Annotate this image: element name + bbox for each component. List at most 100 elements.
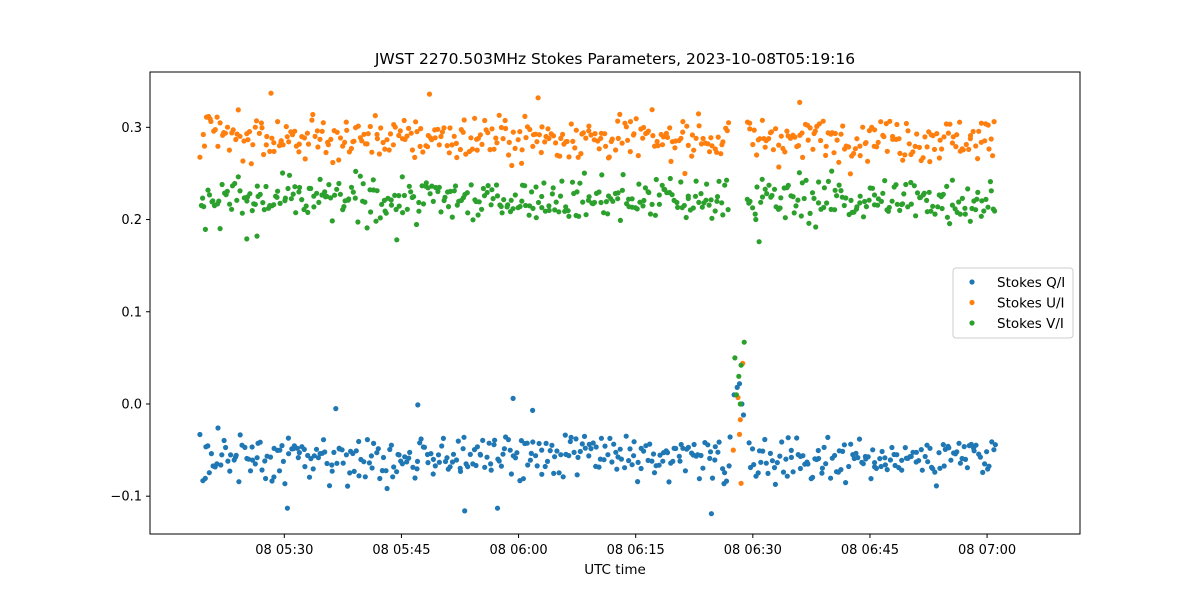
data-point (659, 182, 665, 188)
data-point (967, 133, 974, 139)
data-point (803, 177, 809, 183)
data-point (749, 446, 756, 452)
data-point (239, 210, 245, 216)
data-point (617, 111, 623, 117)
data-point (294, 445, 300, 451)
data-point (881, 134, 887, 140)
data-point (237, 188, 243, 194)
data-point (935, 204, 941, 210)
data-point (388, 202, 395, 208)
data-point (523, 202, 529, 209)
data-point (645, 128, 652, 134)
data-point (800, 453, 806, 459)
data-point (418, 126, 424, 132)
data-point (653, 176, 659, 183)
data-point (245, 137, 251, 143)
data-point (350, 450, 356, 457)
data-point (542, 463, 548, 470)
data-point (576, 213, 582, 219)
data-point (832, 187, 838, 193)
data-point (832, 452, 838, 459)
data-point (539, 447, 545, 453)
data-point (240, 158, 246, 164)
data-point (777, 205, 783, 211)
data-point (799, 130, 805, 136)
data-point (635, 459, 641, 465)
data-point (596, 146, 602, 152)
data-point (518, 438, 525, 444)
data-point (415, 402, 421, 408)
data-point (522, 183, 528, 189)
data-point (882, 178, 888, 184)
data-point (829, 168, 835, 174)
data-point (810, 474, 816, 480)
data-point (853, 450, 859, 456)
data-point (772, 481, 779, 487)
data-point (380, 454, 387, 461)
data-point (641, 197, 647, 204)
x-tick-label: 08 06:15 (607, 543, 665, 558)
data-point (376, 151, 382, 157)
data-point (252, 124, 258, 130)
data-point (706, 202, 712, 208)
data-point (865, 454, 871, 460)
data-point (535, 199, 542, 206)
data-point (602, 131, 608, 137)
legend-box (952, 267, 1074, 339)
data-point (716, 178, 722, 184)
data-point (526, 212, 532, 218)
data-point (581, 433, 588, 439)
data-point (259, 125, 265, 131)
data-point (380, 139, 386, 146)
data-point (747, 198, 753, 204)
data-point (840, 448, 846, 454)
data-point (534, 139, 540, 145)
data-point (879, 448, 885, 455)
data-point (675, 204, 681, 210)
data-point (400, 210, 406, 216)
y-tick-label: 0.3 (121, 121, 142, 136)
data-point (978, 213, 984, 219)
data-point (869, 185, 876, 191)
data-point (875, 202, 881, 208)
data-point (317, 176, 323, 182)
data-point (893, 182, 899, 188)
data-point (479, 141, 485, 147)
data-point (312, 133, 318, 139)
data-point (414, 129, 420, 135)
data-point (615, 118, 621, 124)
data-point (502, 117, 508, 124)
data-point (811, 195, 817, 201)
data-point (776, 164, 782, 170)
data-point (980, 469, 986, 475)
data-point (723, 478, 730, 484)
data-point (684, 123, 690, 129)
data-point (217, 226, 223, 232)
data-point (840, 123, 846, 129)
data-point (549, 442, 555, 448)
data-point (791, 210, 797, 216)
data-point (425, 460, 431, 466)
data-point (366, 460, 372, 466)
data-point (795, 197, 801, 203)
data-point (778, 195, 784, 201)
data-point (601, 210, 607, 216)
data-point (855, 455, 861, 461)
data-point (449, 142, 455, 148)
data-point (284, 134, 290, 140)
data-point (714, 194, 721, 200)
data-point (681, 202, 687, 209)
data-point (683, 214, 689, 221)
data-point (439, 129, 445, 135)
data-point (484, 454, 490, 460)
data-point (927, 445, 933, 451)
data-point (756, 239, 762, 245)
data-point (778, 133, 784, 139)
data-point (714, 198, 720, 204)
data-point (699, 204, 705, 210)
data-point (263, 142, 269, 148)
data-point (834, 193, 840, 199)
data-point (288, 196, 294, 202)
data-point (306, 474, 313, 480)
data-point (934, 131, 940, 137)
